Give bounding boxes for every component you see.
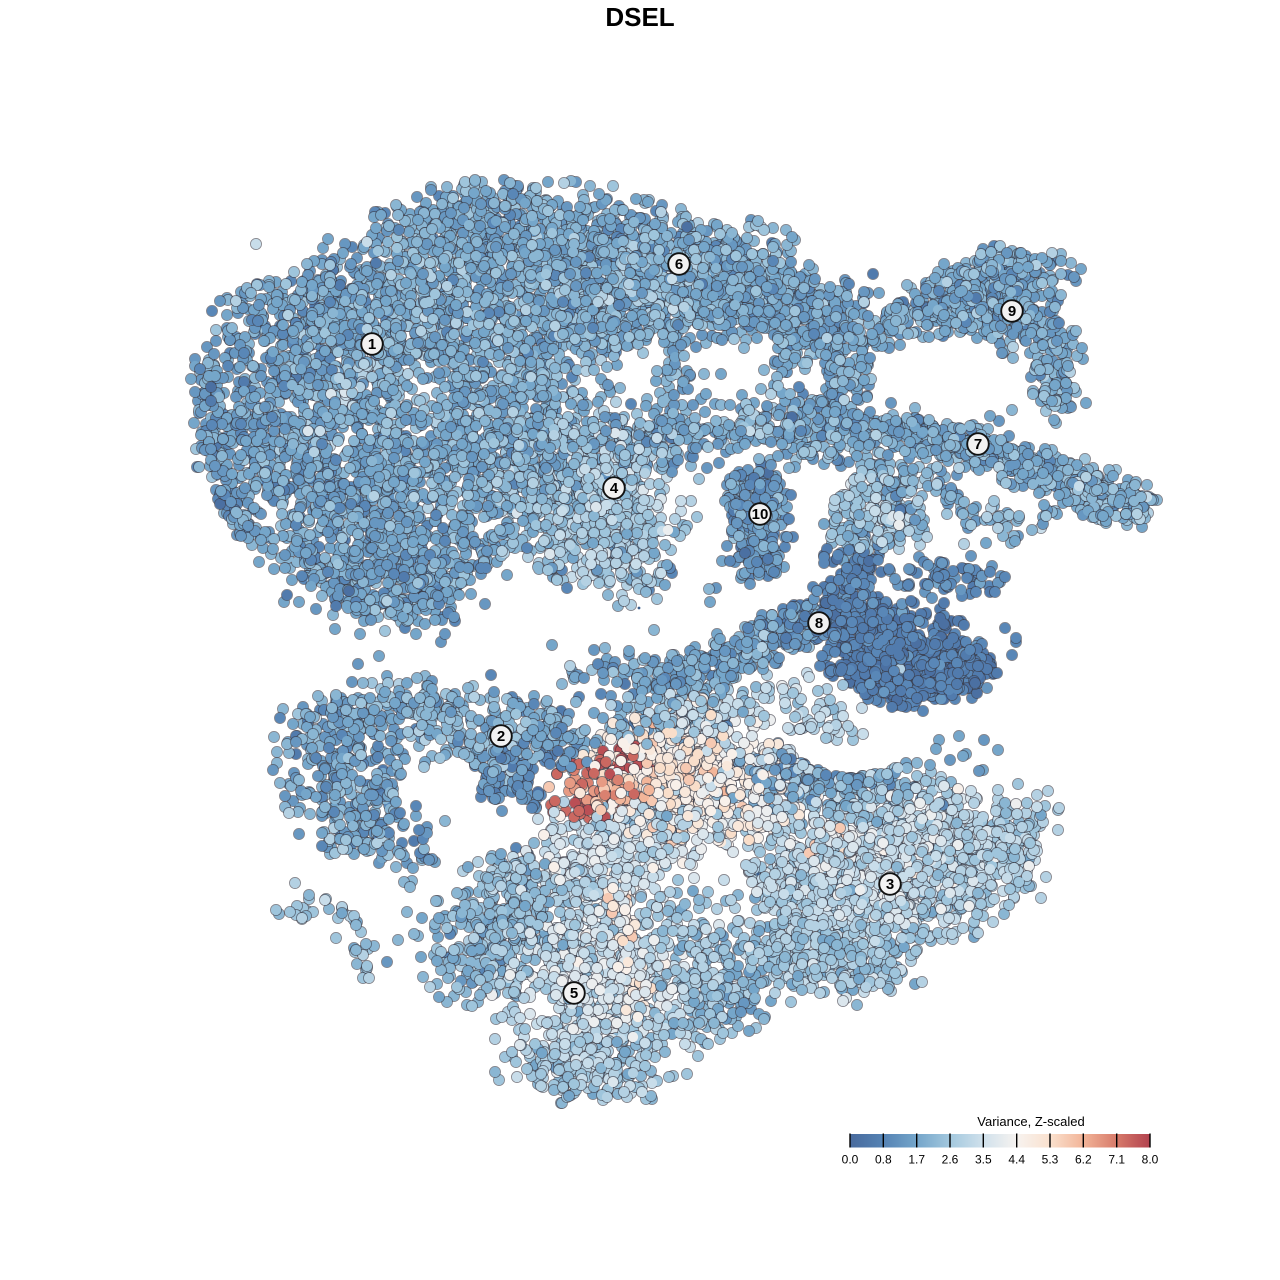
- svg-text:9: 9: [1008, 303, 1016, 320]
- svg-text:10: 10: [752, 506, 769, 523]
- svg-text:0.8: 0.8: [875, 1153, 892, 1167]
- svg-text:5: 5: [570, 985, 578, 1002]
- svg-text:0.0: 0.0: [842, 1153, 859, 1167]
- svg-text:Variance, Z-scaled: Variance, Z-scaled: [977, 1114, 1084, 1129]
- svg-text:3: 3: [886, 876, 894, 893]
- svg-text:1.7: 1.7: [908, 1153, 925, 1167]
- svg-text:5.3: 5.3: [1042, 1153, 1059, 1167]
- svg-text:6: 6: [675, 256, 683, 273]
- svg-text:1: 1: [368, 336, 376, 353]
- svg-text:3.5: 3.5: [975, 1153, 992, 1167]
- svg-text:7: 7: [974, 436, 982, 453]
- svg-text:2.6: 2.6: [942, 1153, 959, 1167]
- svg-text:6.2: 6.2: [1075, 1153, 1092, 1167]
- svg-text:7.1: 7.1: [1108, 1153, 1125, 1167]
- svg-text:DSEL: DSEL: [605, 2, 674, 32]
- svg-text:2: 2: [497, 728, 505, 745]
- svg-text:4: 4: [610, 480, 619, 497]
- svg-text:8.0: 8.0: [1142, 1153, 1159, 1167]
- svg-text:8: 8: [815, 615, 823, 632]
- svg-text:4.4: 4.4: [1008, 1153, 1025, 1167]
